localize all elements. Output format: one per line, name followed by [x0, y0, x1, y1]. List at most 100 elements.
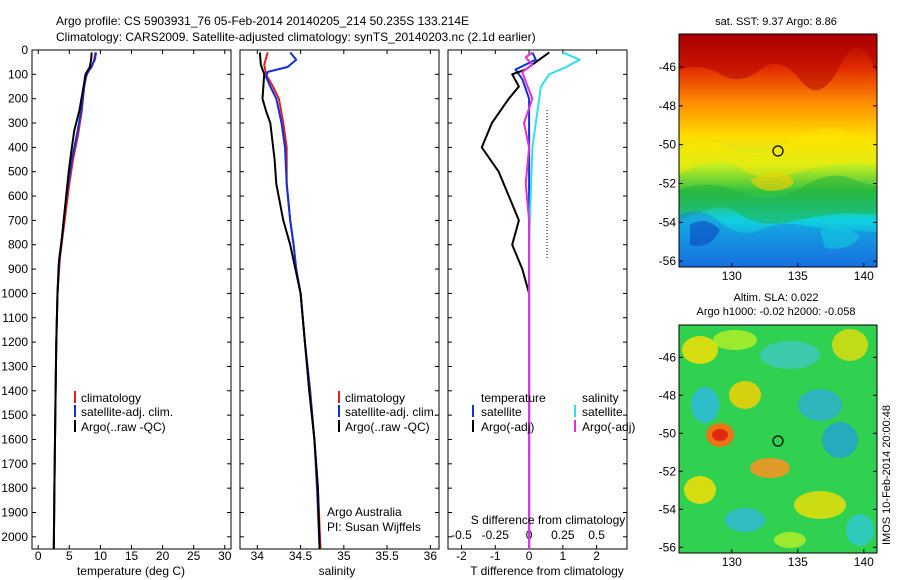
x-tick-label: 2 [593, 549, 600, 563]
x-tick-label: 15 [125, 549, 139, 563]
depth-tick-label: 1100 [2, 311, 28, 325]
lat-tick-label: -54 [659, 502, 677, 516]
header-line-1: Argo profile: CS 5903931_76 05-Feb-2014 … [56, 14, 469, 28]
x-tick-label: 5 [66, 549, 73, 563]
x-tick-label: 10 [94, 549, 108, 563]
legend-s-argo-label: Argo(-adj) [582, 420, 635, 434]
sst-texture [679, 34, 877, 267]
difference-panel: -2 -1 0 1 2 -0.5 -0.25 0 0.25 0.5 S difference f… [447, 49, 635, 578]
depth-tick-label: 1700 [1, 457, 28, 471]
depth-tick-label: 1000 [1, 286, 28, 300]
sla-texture [682, 329, 874, 548]
sst-latitude-tick-labels: -46 -48 -50 -52 -54 -56 [659, 60, 877, 268]
temperature-axis-label: temperature (deg C) [77, 564, 185, 578]
depth-tick-label: 900 [8, 262, 28, 276]
lat-tick-label: -50 [659, 426, 677, 440]
s-tick-label: 0.5 [588, 528, 605, 542]
legend-climatology-label: climatology [81, 391, 141, 405]
lat-tick-label: -50 [659, 138, 677, 152]
legend-salinity-title: salinity [582, 391, 619, 405]
lat-tick-label: -56 [659, 540, 677, 554]
series-line-salinity-argo-adj- [521, 51, 534, 549]
x-tick-label: 0 [526, 549, 533, 563]
lat-tick-label: -52 [659, 177, 677, 191]
temperature-plot-frame [31, 49, 232, 550]
lat-tick-label: -54 [659, 215, 677, 229]
depth-tick-label: 400 [8, 140, 28, 154]
depth-tick-label: 700 [8, 213, 28, 227]
x-tick-label: 35 [337, 549, 351, 563]
x-tick-label: 1 [559, 549, 566, 563]
salinity-tick-labels: 34 34.5 35 35.5 36 [251, 50, 438, 563]
lat-tick-label: -52 [659, 464, 677, 478]
s-difference-axis-label: S difference from climatology [471, 513, 626, 527]
lon-tick-label: 135 [788, 555, 808, 569]
salinity-plot-frame [239, 49, 440, 550]
series-line-climatology [263, 52, 322, 549]
legend-argo-label: Argo(..raw -QC) [81, 420, 166, 434]
depth-tick-label: 500 [8, 165, 28, 179]
sst-map-frame [678, 33, 878, 268]
depth-tick-labels: 0 100 200 300 400 500 600 700 800 900 1000 1100 1200… [1, 43, 627, 544]
x-tick-label: 30 [218, 549, 232, 563]
series-line-satellite-adj-clim- [265, 51, 321, 549]
sst-map-title: sat. SST: 9.37 Argo: 8.86 [715, 16, 837, 28]
sla-map-subtitle: Argo h1000: -0.02 h2000: -0.058 [696, 306, 855, 318]
lon-tick-label: 135 [788, 269, 808, 283]
lat-tick-label: -48 [659, 388, 677, 402]
depth-tick-label: 1800 [1, 481, 28, 495]
lon-tick-label: 130 [722, 555, 742, 569]
credit-argo-australia: Argo Australia [327, 505, 402, 519]
depth-tick-label: 1500 [1, 408, 28, 422]
x-tick-label: 35.5 [375, 549, 399, 563]
sla-map-title: Altim. SLA: 0.022 [734, 292, 819, 304]
temperature-tick-labels: 0 5 10 15 20 25 30 [35, 50, 232, 563]
sla-map-frame [678, 324, 878, 554]
x-tick-label: 36 [424, 549, 438, 563]
difference-legend: temperature salinity satellite Argo(-adj… [472, 391, 635, 434]
series-line-argo-raw-qc- [258, 52, 321, 549]
sla-map: Altim. SLA: 0.022 Argo h1000: -0.02 h200… [659, 292, 878, 569]
legend-satellite-label: satellite-adj. clim. [81, 405, 173, 419]
s-tick-label: 0.25 [551, 528, 575, 542]
temperature-legend: climatology satellite-adj. clim. Argo(..… [74, 391, 173, 434]
sst-map: sat. SST: 9.37 Argo: 8.86 -46 -48 -50 -52 -5… [659, 16, 878, 283]
legend-climatology-label: climatology [345, 391, 405, 405]
legend-temperature-title: temperature [481, 391, 546, 405]
salinity-axis-label: salinity [319, 564, 356, 578]
lon-tick-label: 140 [854, 555, 874, 569]
argo-location-marker-sla [772, 435, 784, 447]
x-tick-label: 20 [156, 549, 170, 563]
depth-tick-label: 100 [8, 67, 28, 81]
legend-t-argo-label: Argo(-adj) [481, 420, 534, 434]
salinity-panel: 34 34.5 35 35.5 36 salinity climatology sate… [239, 49, 440, 578]
credit-pi-name: PI: Susan Wijffels [327, 520, 421, 534]
depth-tick-label: 600 [8, 189, 28, 203]
salinity-legend: climatology satellite-adj. clim. Argo(..… [338, 391, 437, 434]
x-tick-label: 0 [35, 549, 42, 563]
depth-tick-label: 800 [8, 238, 28, 252]
legend-satellite-label: satellite-adj. clim. [345, 405, 437, 419]
sst-longitude-tick-labels: 130 135 140 [722, 263, 874, 283]
difference-plot-frame [447, 49, 628, 550]
legend-s-satellite-label: satellite [582, 405, 623, 419]
series-line-argo-raw-qc- [52, 52, 93, 549]
depth-tick-label: 1300 [1, 359, 28, 373]
lat-tick-label: -46 [659, 60, 677, 74]
t-difference-axis-label: T difference from climatology [470, 564, 624, 578]
header-line-2: Climatology: CARS2009. Satellite-adjuste… [56, 30, 536, 44]
depth-tick-label: 0 [21, 43, 28, 57]
argo-location-marker [772, 145, 784, 157]
x-tick-label: 34 [251, 549, 265, 563]
depth-tick-label: 1400 [1, 384, 28, 398]
legend-argo-label: Argo(..raw -QC) [345, 420, 430, 434]
s-tick-label: -0.25 [482, 528, 510, 542]
lon-tick-label: 130 [722, 269, 742, 283]
legend-t-satellite-label: satellite [481, 405, 522, 419]
depth-tick-label: 300 [8, 116, 28, 130]
temperature-panel: 0100200300400500600700800900100011001200… [1, 43, 627, 578]
depth-tick-label: 1900 [1, 505, 28, 519]
depth-tick-label: 1600 [1, 432, 28, 446]
x-tick-label: 25 [187, 549, 201, 563]
s-difference-tick-labels: -0.5 -0.25 0 0.25 0.5 [451, 528, 605, 542]
